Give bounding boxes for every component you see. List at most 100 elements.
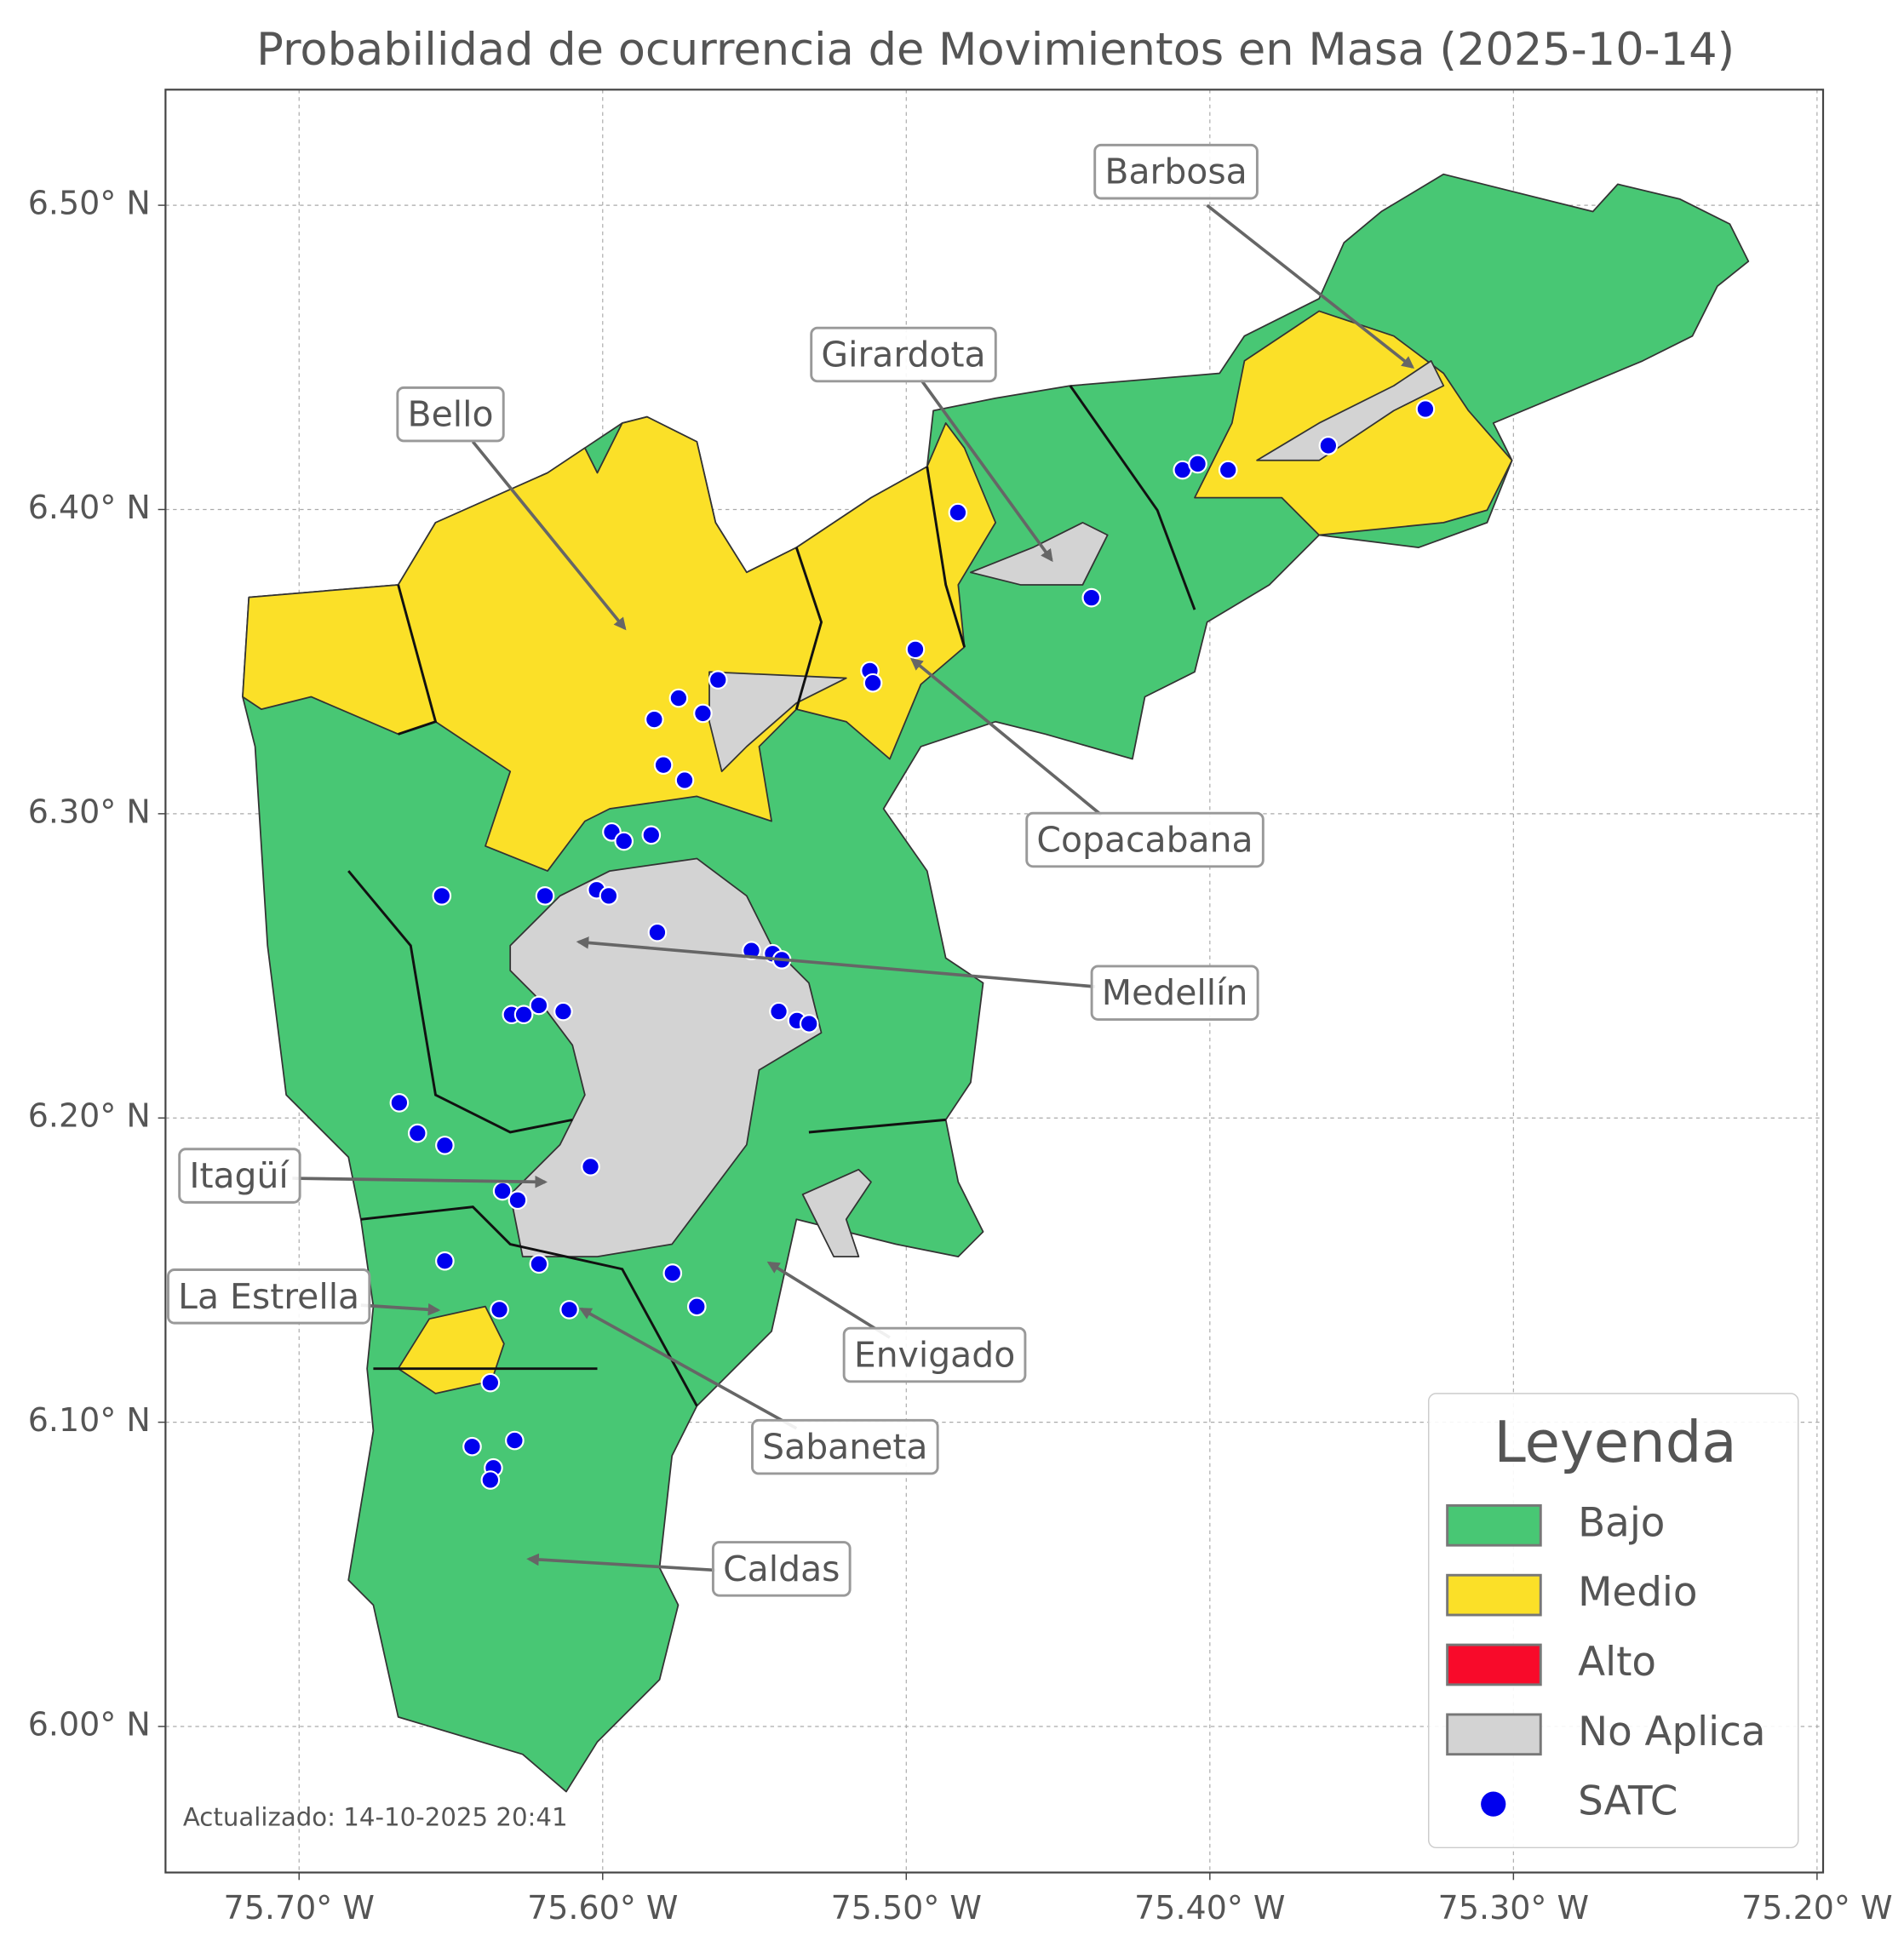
satc-point: [662, 1263, 683, 1283]
satc-point: [863, 673, 883, 693]
x-tick-label: 75.60° W: [527, 1889, 678, 1927]
annotation-label: Bello: [408, 394, 494, 435]
x-tick-label: 75.40° W: [1134, 1889, 1285, 1927]
satc-point: [480, 1470, 501, 1490]
satc-point: [769, 1001, 789, 1022]
satc-point: [708, 670, 728, 690]
annotation-label: Girardota: [821, 335, 985, 375]
x-tick-label: 75.20° W: [1741, 1889, 1892, 1927]
footer: Actualizado: 14-10-2025 20:41: [183, 1803, 568, 1832]
annotation-box: [842, 1326, 1027, 1383]
annotation-arrow: [919, 378, 1053, 563]
satc-point: [529, 1254, 549, 1274]
satc-point: [1188, 454, 1207, 474]
annotation-arrow: [292, 1175, 548, 1188]
satc-point: [480, 1372, 501, 1393]
annotation-box: [178, 1148, 301, 1204]
satc-point: [1218, 460, 1238, 480]
satc-point: [432, 886, 452, 906]
legend-swatch: [1446, 1713, 1542, 1756]
satc-point: [529, 995, 549, 1016]
y-tick-label: 6.10° N: [28, 1401, 151, 1439]
annotation-box: [711, 1541, 852, 1597]
annotation-box: [396, 386, 505, 443]
region-no-aplica: [708, 671, 847, 773]
satc-point: [513, 1005, 534, 1025]
legend-title: Leyenda: [1494, 1409, 1736, 1475]
satc-point: [645, 709, 664, 730]
annotation-arrow: [576, 936, 1096, 988]
region-no-aplica: [509, 857, 823, 1258]
y-tick-label: 6.20° N: [28, 1097, 151, 1135]
satc-point: [599, 886, 619, 906]
y-tick-label: 6.30° N: [28, 793, 151, 830]
annotation-label: Sabaneta: [762, 1427, 927, 1468]
satc-point: [581, 1157, 600, 1177]
annotation-arrow: [471, 440, 627, 631]
satc-point: [653, 755, 674, 776]
legend-label: SATC: [1578, 1779, 1677, 1825]
annotation-label: Medellín: [1102, 972, 1248, 1013]
satc-point: [693, 703, 713, 724]
boundary: [926, 466, 966, 648]
legend-label: Bajo: [1578, 1500, 1665, 1546]
boundary: [1069, 385, 1196, 610]
x-tick-label: 75.50° W: [831, 1889, 982, 1927]
boundary: [360, 1205, 698, 1407]
annotations: Barbosa Girardota Bello Copacabana Medellín I…: [167, 143, 1415, 1597]
region-no-aplica: [801, 1168, 872, 1258]
annotation-box: [1090, 965, 1259, 1021]
satc-point: [559, 1300, 579, 1320]
annotation-label: La Estrella: [178, 1276, 359, 1317]
legend-swatch: [1446, 1643, 1542, 1686]
boundary: [794, 547, 823, 710]
plot-frame: [164, 89, 1825, 1874]
annotation-arrow: [909, 657, 1103, 816]
satc-point: [508, 1190, 528, 1211]
satc-point: [1415, 399, 1436, 419]
annotation-box: [751, 1418, 939, 1475]
legend-label: No Aplica: [1578, 1709, 1765, 1755]
annotation-arrow: [526, 1553, 716, 1572]
boundary: [808, 1118, 946, 1134]
legend-label: Alto: [1578, 1640, 1656, 1686]
legend: Leyenda Bajo Medio Alto No Aplica SATC: [1427, 1393, 1799, 1849]
annotation-box: [1025, 811, 1265, 868]
regions: [242, 173, 1750, 1793]
satc-point: [948, 502, 968, 523]
legend-marker: [1481, 1791, 1506, 1817]
satc-point: [614, 831, 634, 851]
satc-point: [505, 1430, 525, 1451]
annotation-label: Itagüí: [189, 1155, 290, 1196]
legend-label: Medio: [1578, 1570, 1697, 1616]
municipal-boundaries: [347, 385, 1196, 1407]
legend-swatch: [1446, 1503, 1542, 1547]
annotation-box: [810, 326, 997, 383]
satc-point: [553, 1001, 573, 1022]
x-tick-label: 75.70° W: [224, 1889, 375, 1927]
satc-points: [389, 399, 1436, 1490]
satc-point: [668, 688, 689, 708]
satc-point: [905, 639, 926, 660]
legend-swatch: [1446, 1573, 1542, 1617]
satc-point: [435, 1136, 455, 1155]
satc-point: [686, 1297, 707, 1317]
region-medio: [397, 1305, 505, 1394]
satc-point: [799, 1014, 819, 1033]
annotation-arrow: [1206, 203, 1415, 369]
annotation-arrow: [766, 1261, 891, 1339]
x-tick-label: 75.30° W: [1438, 1889, 1589, 1927]
satc-point: [389, 1093, 410, 1113]
annotation-label: Caldas: [723, 1549, 840, 1589]
annotation-arrow: [578, 1307, 798, 1430]
map-title: Probabilidad de ocurrencia de Movimiento…: [256, 24, 1735, 76]
satc-point: [647, 922, 668, 942]
annotation-label: Envigado: [854, 1335, 1015, 1376]
satc-point: [462, 1436, 482, 1457]
y-tick-label: 6.50° N: [28, 185, 151, 222]
annotation-box: [1093, 143, 1259, 200]
annotation-label: Barbosa: [1104, 152, 1247, 192]
satc-point: [435, 1251, 455, 1271]
region-no-aplica: [970, 522, 1109, 586]
